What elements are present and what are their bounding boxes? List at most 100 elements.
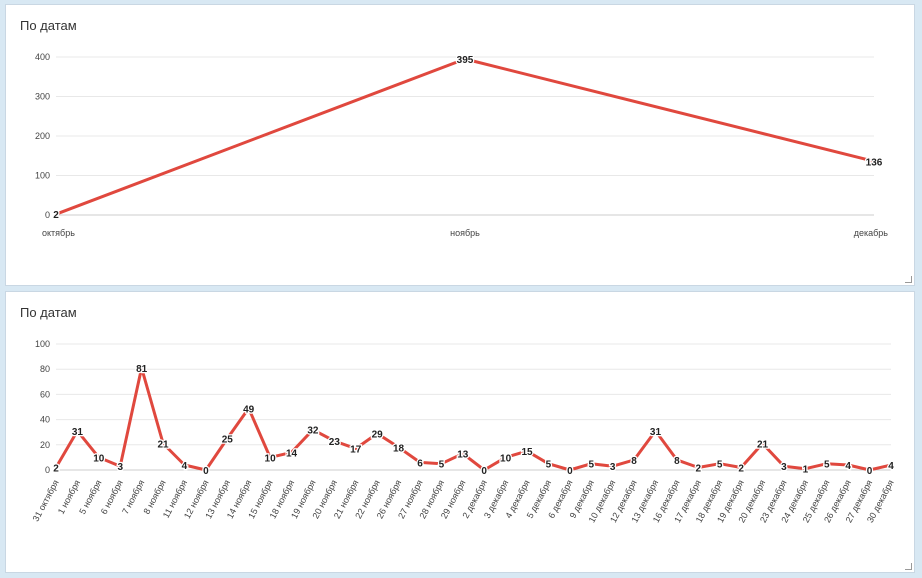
resize-handle-icon[interactable] xyxy=(905,563,912,570)
y-tick-label: 20 xyxy=(40,440,50,450)
y-tick-label: 60 xyxy=(40,389,50,399)
y-tick-label: 400 xyxy=(35,52,50,62)
data-label: 1 xyxy=(803,465,809,476)
data-label: 32 xyxy=(307,426,319,437)
x-tick-label: 31 октября xyxy=(31,478,61,523)
data-label: 10 xyxy=(93,453,105,464)
data-point xyxy=(504,455,508,459)
data-point xyxy=(247,406,251,410)
data-point xyxy=(825,462,829,466)
data-point xyxy=(846,463,850,467)
data-point xyxy=(546,462,550,466)
data-point xyxy=(397,445,401,449)
data-point xyxy=(225,437,229,440)
series-line xyxy=(54,57,876,216)
data-point xyxy=(868,468,872,472)
data-label: 13 xyxy=(457,450,469,461)
data-point xyxy=(332,439,336,443)
data-label: 3 xyxy=(117,462,123,473)
data-label: 4 xyxy=(182,461,188,472)
data-point xyxy=(97,455,101,459)
data-point xyxy=(632,458,636,462)
y-tick-label: 0 xyxy=(45,210,50,220)
x-tick-label: ноябрь xyxy=(450,228,480,238)
x-tick-label: декабрь xyxy=(854,228,889,238)
y-tick-label: 80 xyxy=(40,364,50,374)
data-label: 2 xyxy=(696,463,702,474)
data-point xyxy=(696,465,700,469)
data-point xyxy=(611,464,615,468)
chart-title: По датам xyxy=(20,18,77,33)
y-tick-label: 100 xyxy=(35,171,50,181)
data-label: 5 xyxy=(546,460,552,471)
data-point xyxy=(375,431,379,435)
data-label: 2 xyxy=(738,463,744,474)
data-point xyxy=(75,429,79,433)
data-point xyxy=(54,212,58,216)
data-point xyxy=(290,450,294,454)
data-label: 2 xyxy=(53,210,59,221)
data-label: 10 xyxy=(500,453,512,464)
data-label: 0 xyxy=(203,466,209,477)
data-point xyxy=(782,464,786,468)
data-point xyxy=(889,463,893,467)
data-point xyxy=(872,159,876,163)
series-line xyxy=(54,366,893,472)
data-label: 17 xyxy=(350,445,362,456)
x-tick-label: октябрь xyxy=(42,228,75,238)
data-point xyxy=(718,462,722,466)
chart-title: По датам xyxy=(20,305,77,320)
data-point xyxy=(675,458,679,462)
data-label: 31 xyxy=(650,427,662,438)
data-point xyxy=(182,463,186,467)
data-point xyxy=(739,465,743,469)
data-label: 21 xyxy=(757,440,769,451)
data-label: 395 xyxy=(457,55,474,66)
data-label: 29 xyxy=(372,429,384,440)
data-point xyxy=(268,455,272,459)
data-point xyxy=(439,462,443,466)
data-point xyxy=(461,452,465,456)
data-label: 136 xyxy=(866,157,883,168)
resize-handle-icon[interactable] xyxy=(905,276,912,283)
data-label: 31 xyxy=(72,427,84,438)
data-point xyxy=(418,460,422,464)
data-point xyxy=(354,447,358,451)
data-point xyxy=(525,449,529,453)
data-label: 0 xyxy=(867,466,873,477)
data-label: 21 xyxy=(157,440,169,451)
y-tick-label: 200 xyxy=(35,131,50,141)
data-point xyxy=(761,442,765,446)
data-point xyxy=(653,429,657,433)
data-label: 15 xyxy=(521,447,533,458)
data-point xyxy=(311,428,315,432)
data-label: 8 xyxy=(674,456,680,467)
data-label: 25 xyxy=(222,435,234,446)
y-tick-label: 40 xyxy=(40,415,50,425)
data-label: 0 xyxy=(481,466,487,477)
data-point xyxy=(161,442,165,446)
data-label: 23 xyxy=(329,437,341,448)
data-label: 5 xyxy=(588,460,594,471)
chart-panel-2: По датам 0 20 40 60 80 100 31 октября 1 ноября 5… xyxy=(5,291,915,573)
data-label: 4 xyxy=(845,461,851,472)
data-point xyxy=(803,467,807,471)
line-chart-months: 0 100 200 300 400 октябрь ноябрь декабрь 2 395 136 xyxy=(35,52,889,238)
data-label: 5 xyxy=(824,460,830,471)
y-tick-label: 0 xyxy=(45,465,50,475)
data-label: 18 xyxy=(393,443,405,454)
data-label: 10 xyxy=(265,453,277,464)
chart-panel-1: По датам 0 100 200 300 400 октябрь ноябрь декаб… xyxy=(5,4,915,286)
data-label: 4 xyxy=(888,461,894,472)
data-point xyxy=(482,468,486,472)
data-point xyxy=(54,465,58,469)
data-label: 3 xyxy=(781,462,787,473)
data-label: 6 xyxy=(417,458,423,469)
data-point xyxy=(568,468,572,472)
data-point xyxy=(589,462,593,466)
data-label: 5 xyxy=(439,460,445,471)
data-label: 2 xyxy=(53,463,59,474)
data-label: 0 xyxy=(567,466,573,477)
y-tick-label: 100 xyxy=(35,339,50,349)
